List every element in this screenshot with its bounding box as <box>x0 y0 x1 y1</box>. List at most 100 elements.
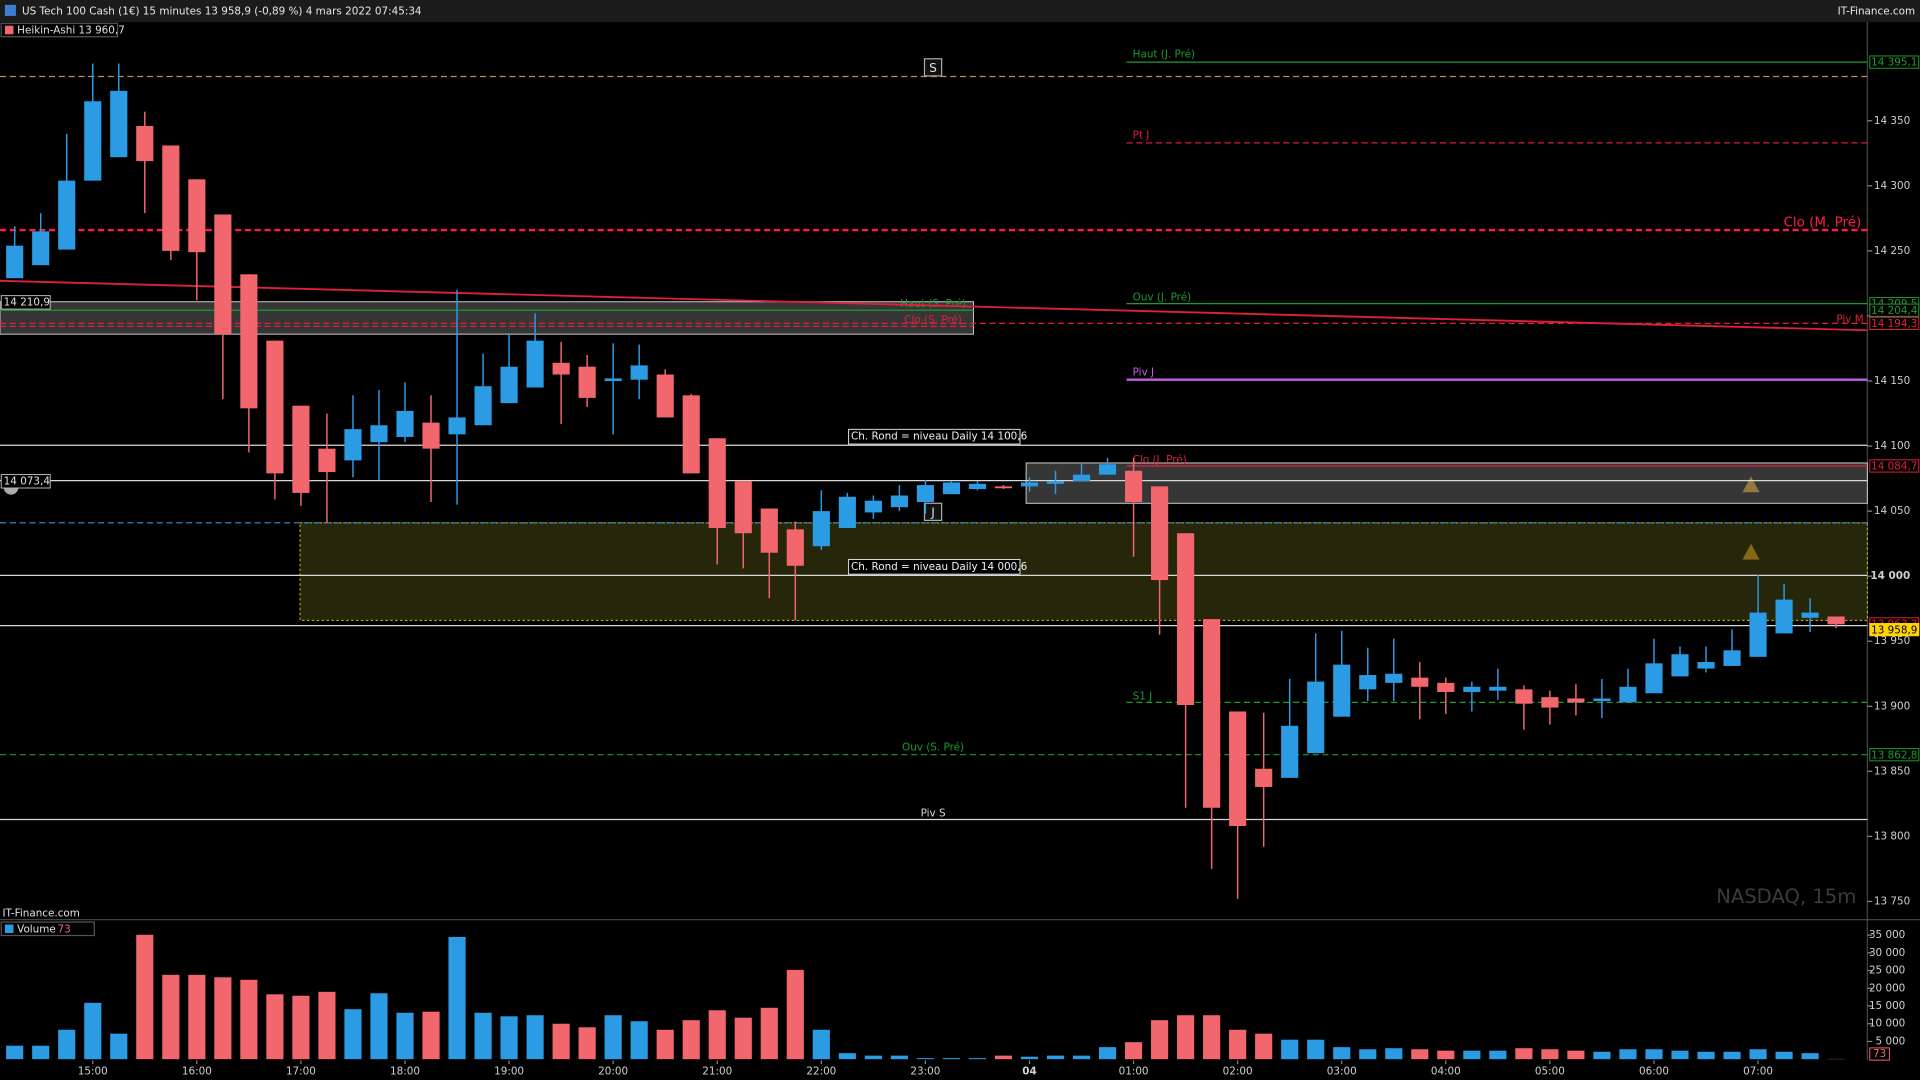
candle-body <box>1515 689 1533 704</box>
candle-body <box>448 417 466 435</box>
candle-body <box>1307 681 1325 754</box>
title-bar <box>0 0 1920 23</box>
level-label: S1 J <box>1133 690 1153 702</box>
volume-bar <box>1203 1015 1221 1060</box>
volume-bar <box>968 1058 987 1060</box>
volume-last-tag-label: 73 <box>1873 1048 1886 1060</box>
volume-bar <box>292 995 310 1060</box>
candle-body <box>58 180 76 250</box>
volume-tick-label: 10 000 <box>1869 1018 1905 1030</box>
volume-bar <box>1593 1051 1611 1060</box>
candle-body <box>864 500 882 513</box>
left-tag <box>0 295 51 310</box>
candle-body <box>708 438 726 529</box>
volume-bar <box>110 1033 128 1060</box>
marker-box <box>923 502 943 522</box>
volume-bar <box>864 1055 882 1060</box>
candle-body <box>838 496 856 529</box>
volume-tick-label: 35 000 <box>1869 929 1905 941</box>
level-label: Ch. Rond = niveau Daily 14 100,6 <box>851 431 1027 443</box>
volume-bar <box>1671 1050 1689 1060</box>
volume-bar <box>500 1016 518 1060</box>
level-label-box <box>848 428 1021 445</box>
volume-bar <box>1411 1049 1429 1060</box>
candle-body <box>1801 612 1819 618</box>
y-tick-label: 14 000 <box>1870 570 1910 582</box>
volume-bar <box>1489 1050 1507 1060</box>
price-tag <box>1869 748 1920 762</box>
volume-tick-label: 15 000 <box>1869 1000 1905 1012</box>
volume-legend-box <box>0 921 95 937</box>
candle-body <box>1723 650 1741 666</box>
candle-body <box>396 410 414 437</box>
volume-last: 73 <box>58 923 71 935</box>
volume-bar <box>1151 1020 1169 1060</box>
candle-body <box>1619 686 1637 703</box>
volume-last-tag <box>1869 1047 1890 1061</box>
price-tag-label: 14 084,7 <box>1871 461 1917 473</box>
candle-body <box>1411 677 1429 687</box>
candle-body <box>1020 482 1039 487</box>
volume-bar <box>1098 1047 1117 1060</box>
level-label: Piv J <box>1133 366 1154 378</box>
volume-bar <box>32 1045 50 1060</box>
left-tag <box>0 474 51 489</box>
left-tag-label: 14 210,9 <box>4 296 50 308</box>
candle-body <box>1125 470 1143 503</box>
candle-body <box>6 245 24 279</box>
volume-bar <box>1385 1048 1403 1060</box>
volume-bar <box>448 936 466 1060</box>
brand: IT-Finance.com <box>1838 6 1915 18</box>
x-tick-label: 22:00 <box>806 1065 836 1077</box>
volume-bar <box>266 994 284 1060</box>
candle-body <box>1255 768 1273 787</box>
candle-body <box>786 529 804 566</box>
volume-bar <box>526 1015 544 1060</box>
candle-body <box>422 422 440 449</box>
x-tick-label: 06:00 <box>1639 1065 1669 1077</box>
volume-bar <box>812 1029 830 1060</box>
candle-body <box>214 214 232 335</box>
level-label: Piv M <box>1836 314 1863 326</box>
y-tick-label: 14 250 <box>1874 245 1910 257</box>
candle-body <box>1567 698 1585 703</box>
volume-bar <box>1229 1029 1247 1060</box>
volume-bar <box>682 1020 700 1060</box>
candle-body <box>968 483 987 489</box>
y-tick-label: 13 950 <box>1874 635 1910 647</box>
x-tick-label: 23:00 <box>910 1065 940 1077</box>
candle-body <box>1775 599 1793 634</box>
candle-body <box>890 495 908 508</box>
y-tick-label: 13 750 <box>1874 895 1910 907</box>
candle-body <box>1463 686 1481 692</box>
volume-bar <box>916 1058 934 1060</box>
x-tick-label: 05:00 <box>1535 1065 1565 1077</box>
candle-body <box>136 125 154 162</box>
zone <box>1025 462 1868 504</box>
candle-body <box>1046 481 1065 484</box>
volume-bar <box>474 1012 492 1060</box>
zone <box>299 522 1868 621</box>
volume-bar <box>422 1011 440 1060</box>
volume-bar <box>344 1009 362 1060</box>
volume-bar <box>1801 1053 1819 1060</box>
volume-bar <box>552 1023 570 1060</box>
candle-body <box>370 425 388 443</box>
marker: S <box>929 61 937 75</box>
candle-body <box>240 274 258 409</box>
marker-box <box>923 58 943 77</box>
candle-body <box>32 231 50 266</box>
candle-body <box>1671 654 1689 677</box>
level-label: Piv S <box>921 807 946 819</box>
candle-body <box>656 374 674 418</box>
candle-body <box>1098 464 1117 475</box>
candle-body <box>84 101 102 181</box>
price-tag-label: 14 395,1 <box>1871 57 1917 69</box>
level-label: Haut (J. Pré) <box>1133 49 1195 61</box>
x-tick-label: 20:00 <box>598 1065 628 1077</box>
candle-body <box>110 90 128 158</box>
candle-body <box>266 340 284 474</box>
candle-body <box>1229 711 1247 826</box>
volume-icon <box>4 924 14 934</box>
